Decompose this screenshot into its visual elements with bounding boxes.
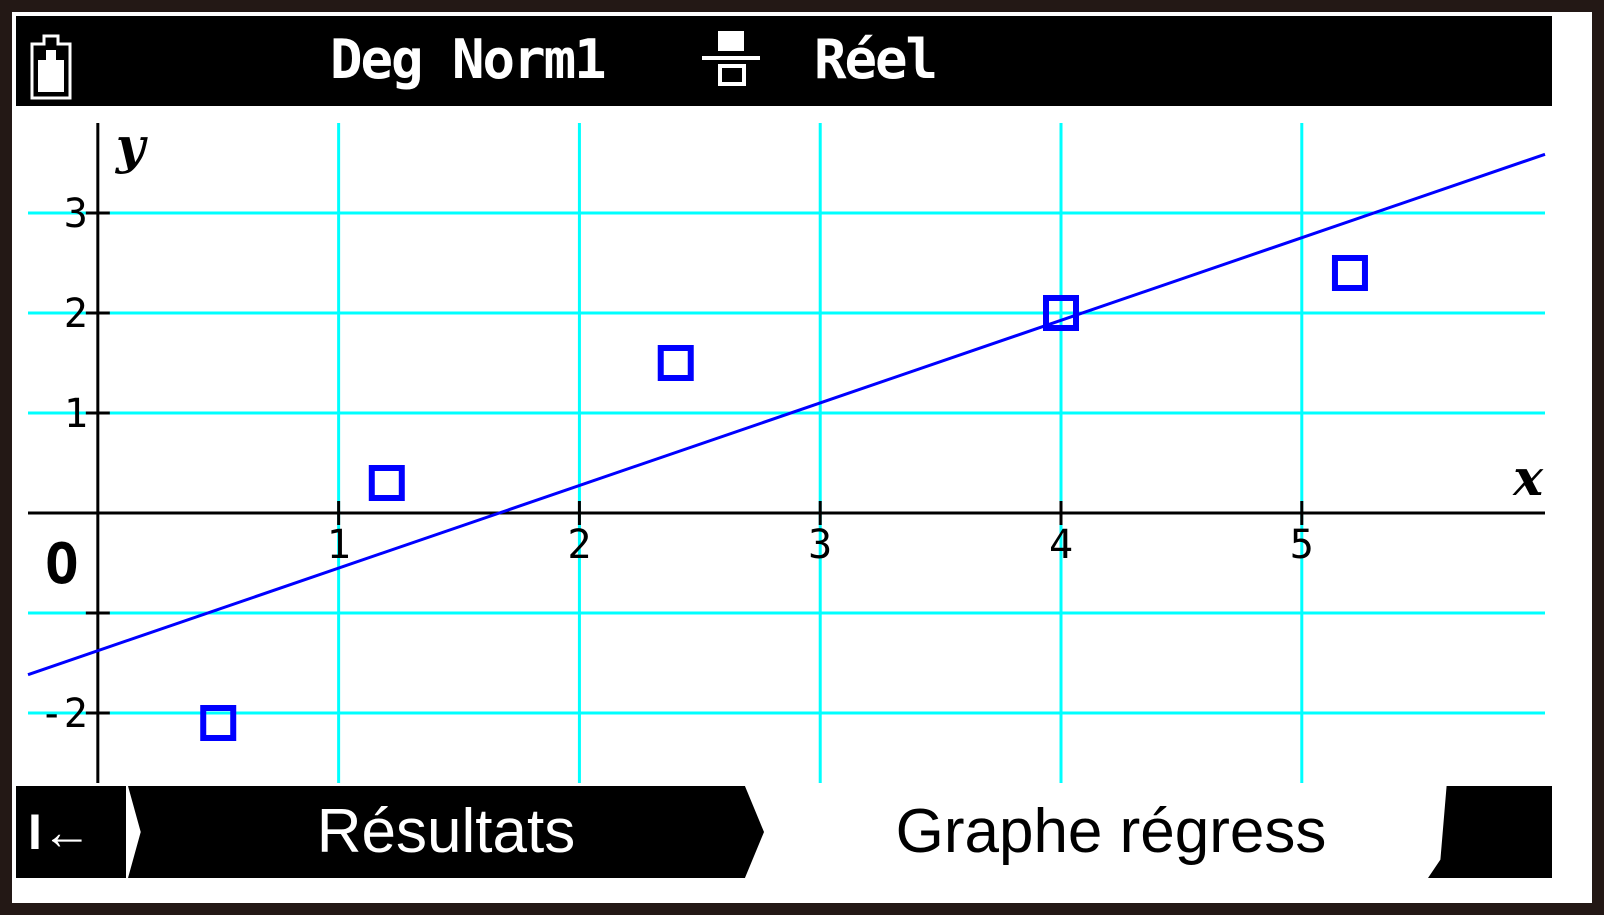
x-axis-label: x [1512, 448, 1544, 507]
y-axis-label: y [115, 116, 148, 175]
y-tick-label: 2 [64, 291, 88, 337]
regression-line [27, 152, 1546, 677]
status-bar: Deg Norm1 Réel [16, 16, 1552, 106]
back-label: I← [28, 804, 92, 860]
display-mode-icon [702, 31, 760, 86]
y-tick-label: 1 [64, 391, 88, 437]
angle-format-status: Deg Norm1 [330, 28, 607, 91]
back-button[interactable]: I← [16, 786, 126, 878]
battery-full-icon [30, 34, 72, 100]
data-point [200, 705, 237, 741]
function-key-blank[interactable] [1428, 786, 1552, 878]
tab-label: Graphe régress [895, 797, 1327, 866]
data-point [1043, 295, 1080, 331]
y-tick-label: -2 [40, 691, 88, 737]
x-tick-label: 3 [808, 522, 832, 568]
tab-resultats[interactable]: Résultats [128, 786, 764, 878]
data-point [1331, 255, 1368, 291]
number-mode-status: Réel [814, 28, 938, 91]
x-tick-label: 1 [327, 522, 351, 568]
origin-label: O [45, 532, 79, 597]
tab-graphe-regress[interactable]: Graphe régress [786, 786, 1436, 878]
calculator-screen [12, 12, 1592, 903]
data-point [657, 345, 694, 381]
data-point [368, 465, 405, 501]
x-tick-label: 5 [1290, 522, 1314, 568]
x-tick-label: 4 [1049, 522, 1073, 568]
x-tick-label: 2 [567, 522, 591, 568]
tab-label: Résultats [316, 797, 576, 866]
bottom-tab-bar: I← Résultats Graphe régress [16, 786, 1552, 878]
y-tick-label: 3 [64, 191, 88, 237]
